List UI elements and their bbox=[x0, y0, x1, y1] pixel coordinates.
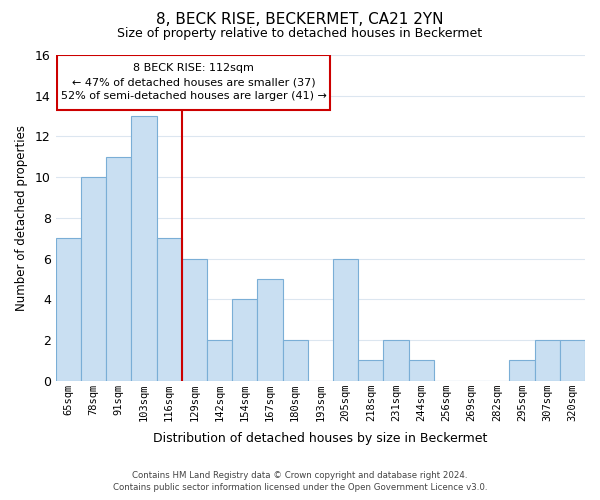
Bar bbox=[383, 340, 409, 380]
Bar bbox=[283, 340, 308, 380]
Bar bbox=[333, 258, 358, 380]
Bar bbox=[257, 279, 283, 380]
FancyBboxPatch shape bbox=[57, 55, 331, 110]
Bar bbox=[131, 116, 157, 380]
Bar bbox=[535, 340, 560, 380]
Text: Size of property relative to detached houses in Beckermet: Size of property relative to detached ho… bbox=[118, 28, 482, 40]
Bar bbox=[358, 360, 383, 380]
Bar bbox=[409, 360, 434, 380]
Y-axis label: Number of detached properties: Number of detached properties bbox=[15, 125, 28, 311]
Bar bbox=[560, 340, 585, 380]
Bar bbox=[157, 238, 182, 380]
Bar bbox=[509, 360, 535, 380]
Bar bbox=[81, 177, 106, 380]
Text: Contains HM Land Registry data © Crown copyright and database right 2024.
Contai: Contains HM Land Registry data © Crown c… bbox=[113, 471, 487, 492]
Text: 8 BECK RISE: 112sqm
← 47% of detached houses are smaller (37)
52% of semi-detach: 8 BECK RISE: 112sqm ← 47% of detached ho… bbox=[61, 64, 326, 102]
X-axis label: Distribution of detached houses by size in Beckermet: Distribution of detached houses by size … bbox=[153, 432, 488, 445]
Bar bbox=[207, 340, 232, 380]
Bar bbox=[56, 238, 81, 380]
Text: 8, BECK RISE, BECKERMET, CA21 2YN: 8, BECK RISE, BECKERMET, CA21 2YN bbox=[156, 12, 444, 28]
Bar bbox=[182, 258, 207, 380]
Bar bbox=[232, 299, 257, 380]
Bar bbox=[106, 157, 131, 380]
